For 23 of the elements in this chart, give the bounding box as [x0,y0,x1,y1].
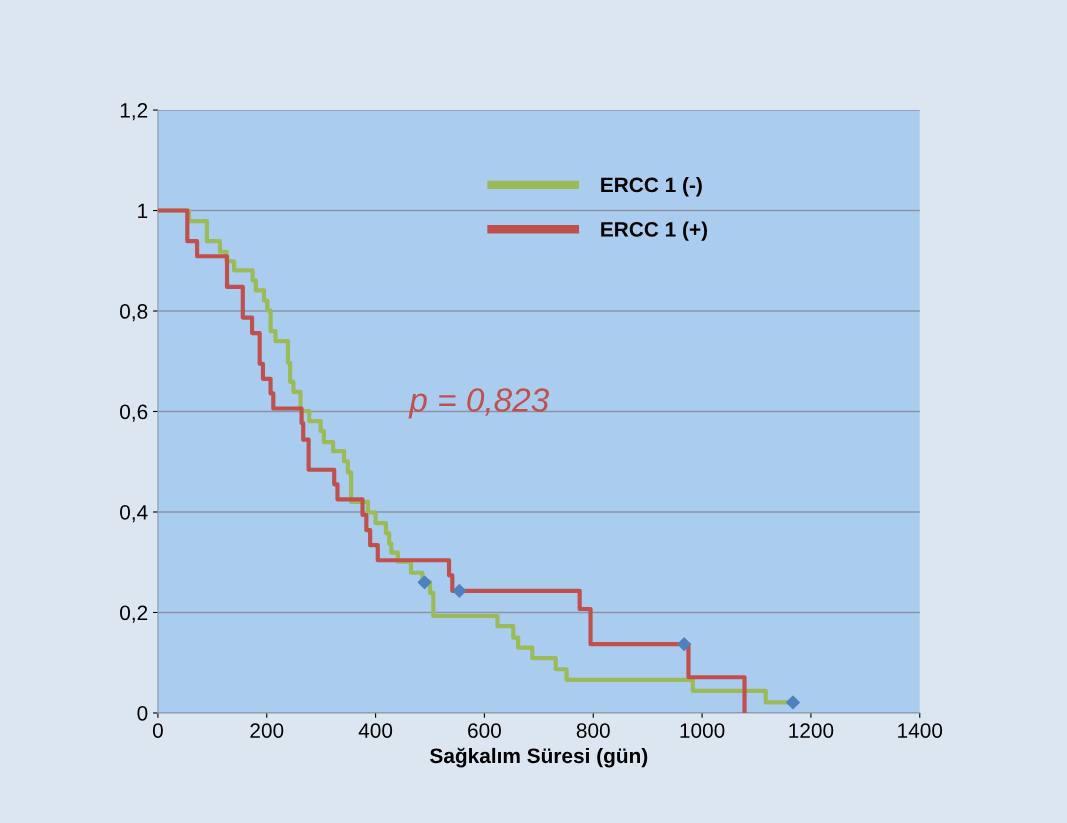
x-tick-label: 800 [576,723,610,738]
x-tick-label: 200 [250,723,284,738]
point [417,575,432,590]
x-tick-label: 1200 [789,723,834,738]
legend-label: ERCC 1 (+) [601,221,708,241]
point [677,637,692,652]
y-tick-label: 0 [137,705,148,721]
x-tick-label: 600 [468,723,501,738]
x-axis-title: Sağkalım Süresi (gün) [430,747,648,768]
x-tick-label: 0 [152,723,163,738]
x-tick-label: 1400 [898,723,943,738]
legend-label: ERCC 1 (-) [601,177,702,197]
annotation: p = 0,823 [408,388,549,419]
y-tick-label: 1,2 [120,103,148,121]
y-tick-label: 0,2 [120,605,148,623]
point [452,583,467,598]
point [786,695,800,710]
x-tick-label: 400 [358,723,393,738]
x-tick-label: 1000 [680,723,725,738]
y-tick-label: 0,4 [120,504,148,523]
y-tick-label: 1 [138,203,148,219]
y-tick-label: 0,6 [120,404,148,422]
y-tick-label: 0,8 [120,304,148,322]
